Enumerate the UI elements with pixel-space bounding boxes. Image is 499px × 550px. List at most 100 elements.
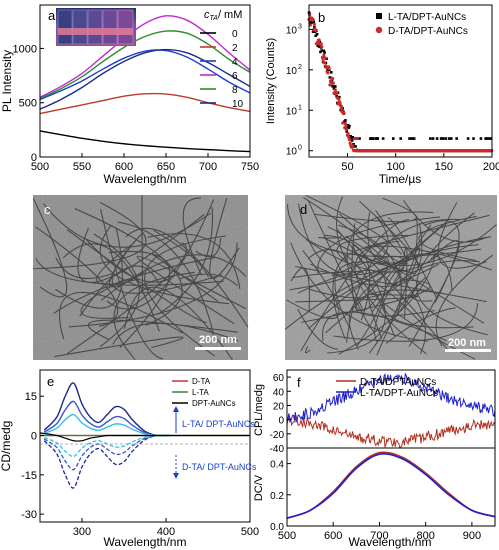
y-tick-label: 60 <box>273 373 285 384</box>
y-tick-label: -15 <box>21 470 37 482</box>
vial-photo-image <box>56 8 136 46</box>
fiber <box>195 238 222 258</box>
panel-f-xticks: 500 600 700 800 900 <box>278 522 481 542</box>
decay-point-l <box>447 137 451 140</box>
cd-l-ta-curve <box>43 413 171 437</box>
decay-point-d <box>322 53 326 57</box>
fiber <box>297 269 386 347</box>
decay-point-l <box>331 84 334 88</box>
decay-point-l <box>408 137 411 140</box>
panel-b-frame <box>308 4 493 158</box>
fiber <box>353 224 497 266</box>
y-tick-label: 40 <box>273 387 285 398</box>
decay-point-l <box>344 119 347 122</box>
decay-point-d <box>346 131 350 136</box>
decay-point-d <box>320 45 324 49</box>
legend-label: 8 <box>232 85 238 96</box>
panel-e-frame <box>39 369 251 523</box>
decay-point-l <box>335 94 338 98</box>
panel-a-xlabel: Wavelength/nm <box>104 172 187 186</box>
legend-label: 2 <box>232 43 238 54</box>
panel-d: d 200 nm <box>284 194 497 360</box>
panel-a-series <box>39 15 251 153</box>
fiber <box>77 213 205 283</box>
y-tick-label: -20 <box>270 430 285 441</box>
y-tick-exponent: 1 <box>298 104 302 111</box>
decay-point-l <box>429 137 432 140</box>
panel-f-ylabel-bottom: DC/V <box>253 474 265 501</box>
panel-a-legend-items: 0 2 4 6 8 10 <box>200 29 244 110</box>
decay-point-d <box>312 22 316 26</box>
decay-point-l <box>466 137 470 140</box>
decay-point-d <box>335 91 339 95</box>
fiber <box>117 221 214 333</box>
fiber <box>308 249 395 337</box>
decay-point-l <box>354 145 357 148</box>
fiber <box>364 214 490 248</box>
fiber <box>367 283 425 340</box>
cd-d-ta-curve <box>43 434 171 489</box>
decay-point-d <box>344 124 348 128</box>
fiber <box>157 206 214 315</box>
cd-d-ta-curve <box>43 434 171 458</box>
panel-b-legend: L-TA/DPT-AuNCs D-TA/DPT-AuNCs <box>375 12 468 37</box>
decay-point-l <box>345 130 349 133</box>
legend-title: c <box>204 9 210 21</box>
fiber <box>338 254 436 355</box>
x-tick-label: 700 <box>370 530 388 542</box>
fiber <box>136 255 247 325</box>
cd-l-ta-curve <box>43 400 171 437</box>
decay-point-d <box>339 104 343 108</box>
decay-point-d <box>308 23 312 27</box>
panel-b-ylabel: Intensity (Counts) <box>265 38 277 124</box>
fiber <box>54 336 184 358</box>
fiber <box>318 226 342 239</box>
fiber <box>286 204 482 258</box>
decay-point-l <box>411 137 415 140</box>
pl-series-2mm <box>39 92 251 115</box>
decay-point-d <box>326 71 330 75</box>
fiber <box>336 234 409 263</box>
x-tick-label: 400 <box>157 526 175 538</box>
decay-point-l <box>439 137 443 140</box>
pl-series-8mm <box>39 30 251 100</box>
decay-point-l <box>479 137 483 140</box>
decay-point-l <box>333 85 337 88</box>
fiber <box>96 244 139 285</box>
fiber <box>112 322 239 345</box>
panel-e-ylabel: CD/medg <box>0 421 13 472</box>
decay-point-l <box>332 87 336 90</box>
fiber <box>297 203 405 276</box>
decay-point-l <box>311 30 315 33</box>
fiber <box>55 227 123 309</box>
decay-point-d <box>322 61 327 65</box>
x-tick-label: 800 <box>416 530 434 542</box>
panel-a-ylabel: PL Intensity <box>0 50 14 112</box>
dc-series-1 <box>286 453 496 519</box>
decay-point-l <box>412 137 416 140</box>
panel-e-ann-up: L-TA/ DPT-AuNCs <box>182 419 255 429</box>
fiber <box>382 223 474 329</box>
y-tick-label: 500 <box>19 98 37 110</box>
fiber <box>66 229 207 323</box>
decay-point-l <box>391 137 395 140</box>
decay-point-l <box>489 137 493 140</box>
y-tick-label: 0 <box>31 431 37 443</box>
panel-f-bottom-frame <box>286 447 496 527</box>
decay-point-l <box>319 50 322 54</box>
fiber <box>307 200 375 333</box>
legend-label: DPT-AuNCs <box>192 399 236 408</box>
tem-micrograph-image <box>32 195 249 361</box>
tem-micrograph-image <box>284 194 497 360</box>
decay-point-l <box>485 137 488 140</box>
y-tick-label: -30 <box>21 509 37 521</box>
fiber <box>35 226 119 327</box>
fiber <box>423 220 460 304</box>
legend-label: 0 <box>232 29 238 40</box>
decay-point-d <box>323 56 327 60</box>
decay-point-l <box>320 49 324 52</box>
fiber <box>66 242 187 355</box>
